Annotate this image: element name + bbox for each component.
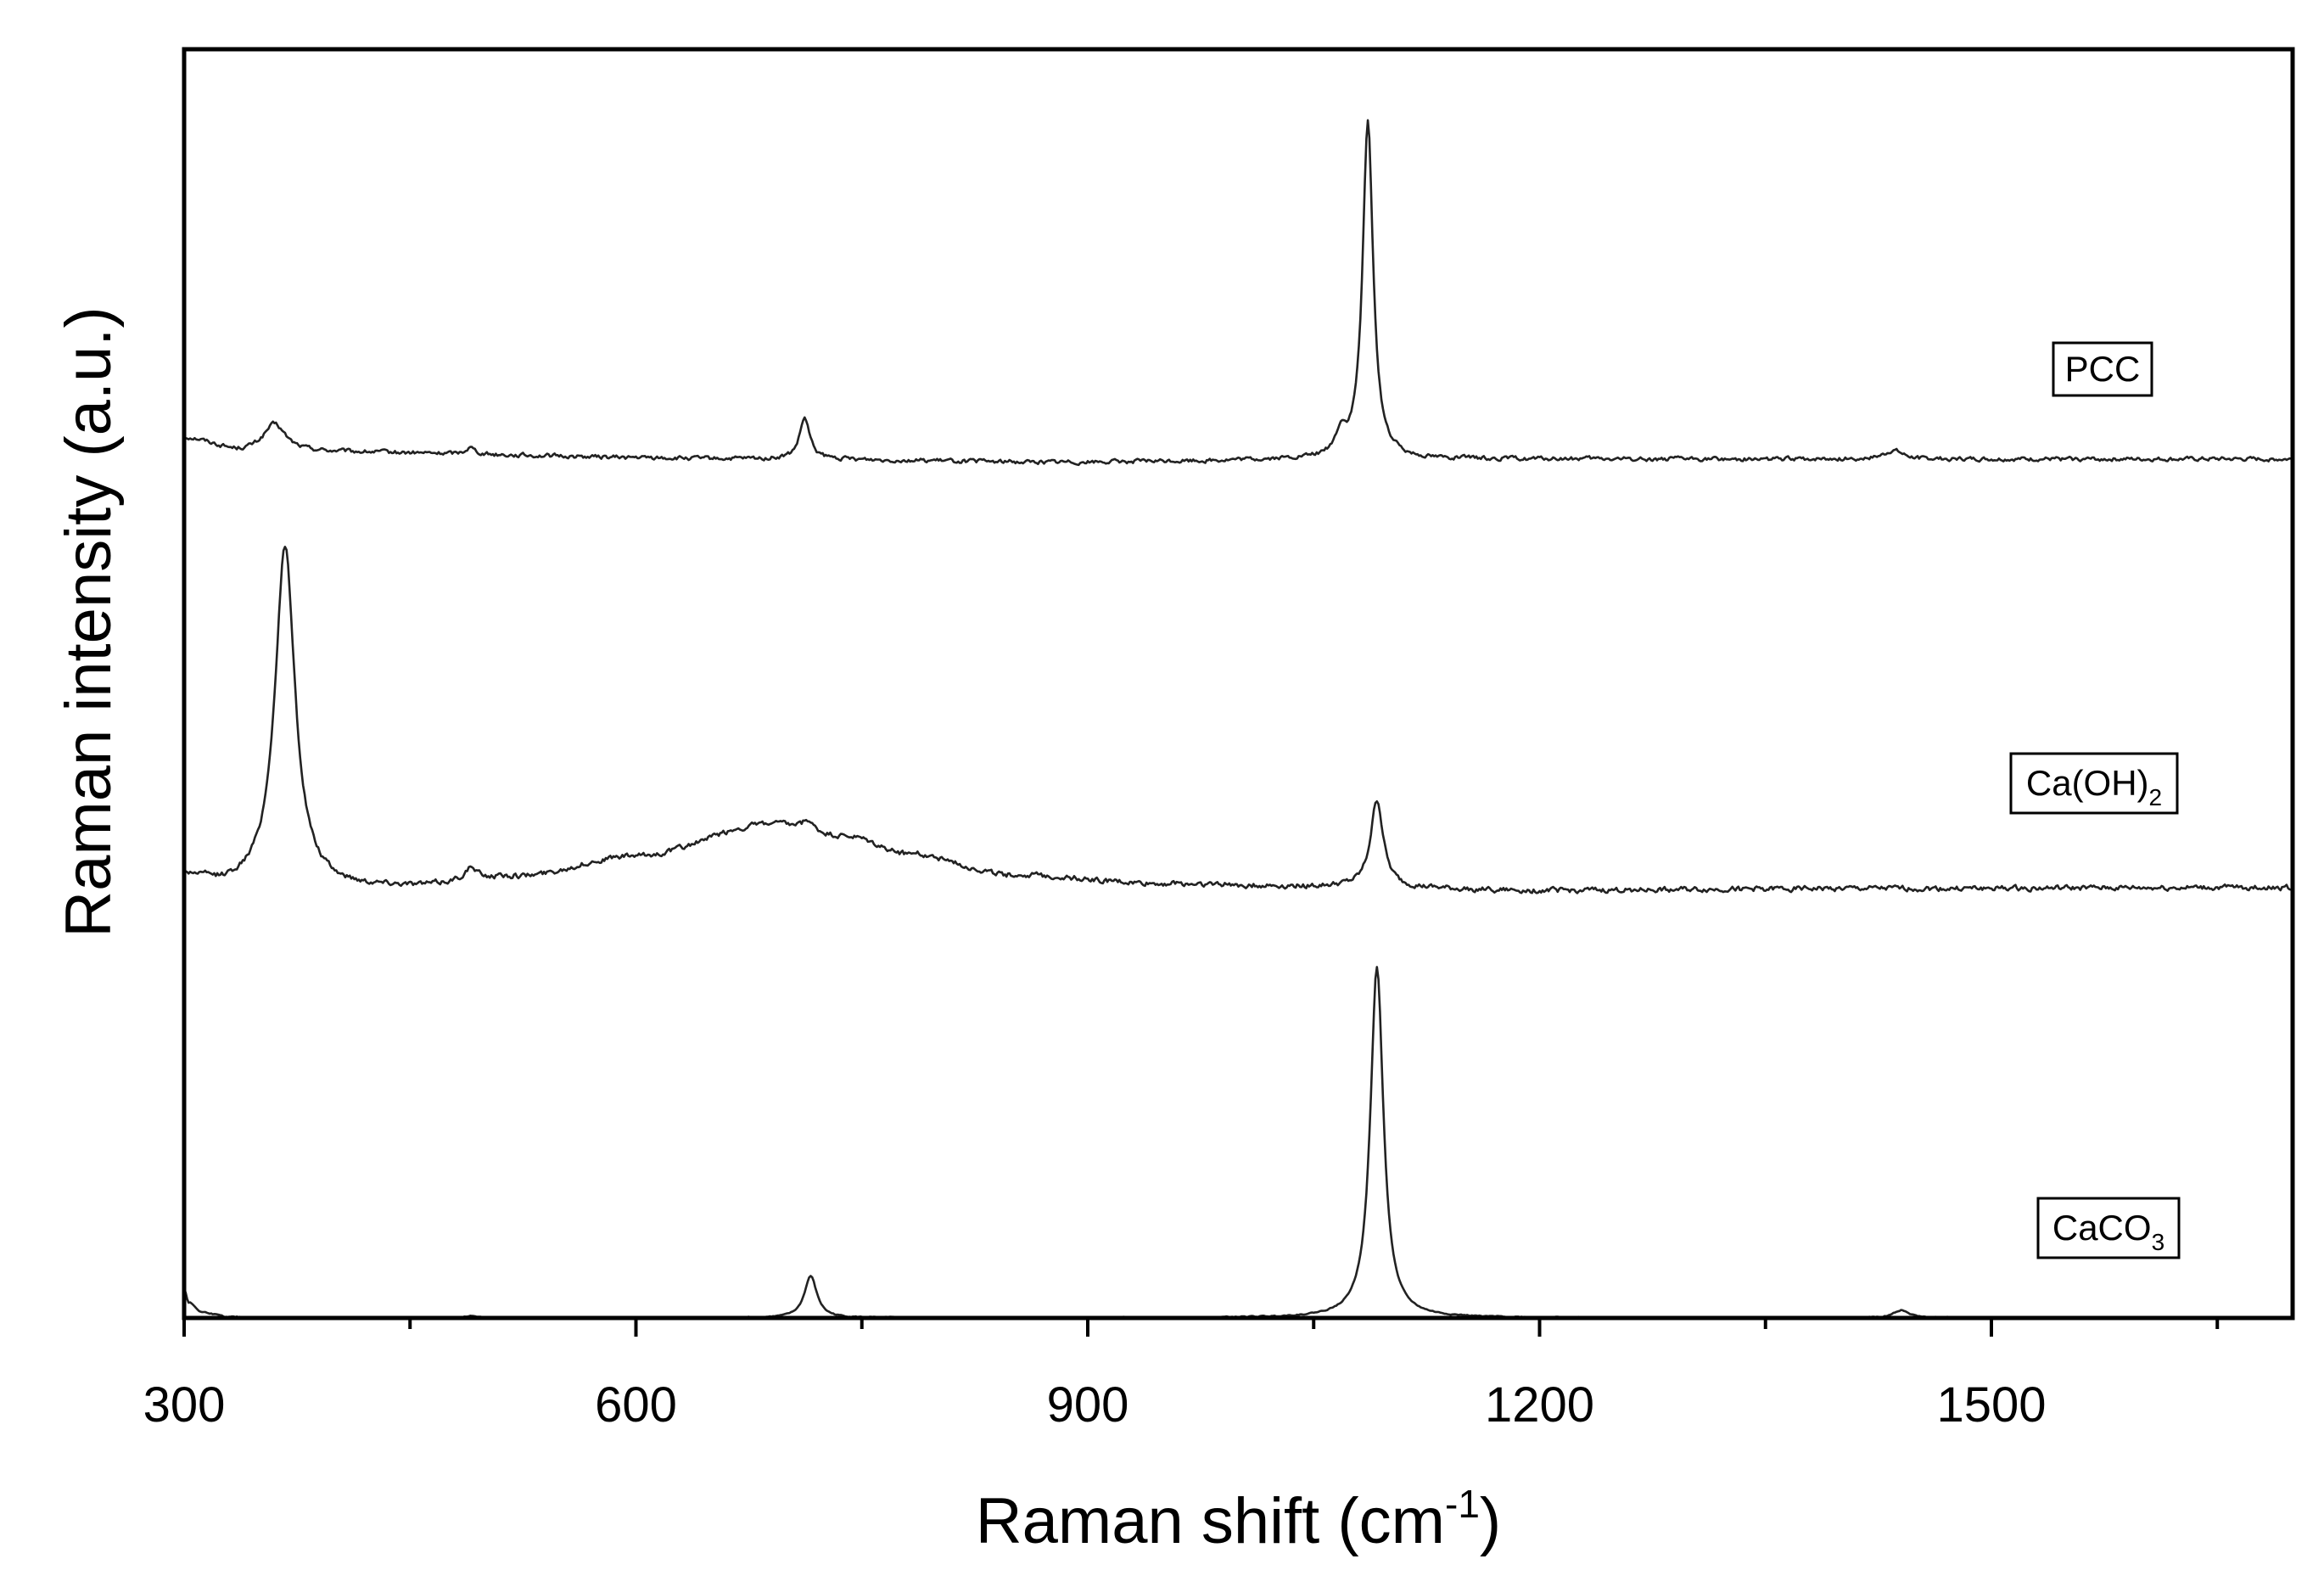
- series-label-pcc: PCC: [2052, 341, 2153, 397]
- series-label-main: Ca(OH): [2026, 763, 2149, 803]
- plot-frame: [182, 47, 2295, 1321]
- series-line-pcc: [183, 119, 2293, 467]
- series-label-main: PCC: [2065, 349, 2141, 389]
- x-ticks: 300 600 900 1200 1500: [143, 1318, 2220, 1433]
- series-label-text: Ca(OH)2: [2026, 763, 2162, 810]
- series-label-box: [2036, 1197, 2181, 1259]
- series-layer: [182, 119, 2294, 1321]
- series-label-main: CaCO: [2052, 1208, 2152, 1248]
- x-axis-title-superscript: -1: [1445, 1482, 1480, 1526]
- series-line-caco3: [182, 966, 2293, 1321]
- series-label-text: CaCO3: [2052, 1208, 2164, 1255]
- axis-layer: [182, 47, 2295, 1321]
- series-label-text: PCC: [2065, 349, 2141, 389]
- series-label-box: [2009, 752, 2179, 815]
- series-label-caco3: CaCO3: [2036, 1197, 2181, 1259]
- series-labels: PCC Ca(OH)2 CaCO3: [2009, 341, 2181, 1259]
- x-tick-label: 1200: [1485, 1377, 1594, 1433]
- x-tick-label: 900: [1047, 1377, 1129, 1433]
- series-line-caoh2: [183, 546, 2294, 894]
- x-tick-label: 300: [143, 1377, 226, 1433]
- x-axis-title-main: Raman shift (cm: [976, 1485, 1445, 1557]
- x-axis-title: Raman shift (cm-1): [976, 1482, 1501, 1557]
- series-label-subscript: 3: [2152, 1229, 2165, 1255]
- series-label-subscript: 2: [2149, 784, 2163, 810]
- series-label-caoh2: Ca(OH)2: [2009, 752, 2179, 815]
- y-axis-title: Raman intensity (a.u.): [53, 306, 125, 937]
- series-label-box: [2052, 341, 2153, 397]
- x-tick-label: 1500: [1936, 1377, 2046, 1433]
- x-tick-label: 600: [595, 1377, 677, 1433]
- x-axis-title-close: ): [1480, 1485, 1501, 1557]
